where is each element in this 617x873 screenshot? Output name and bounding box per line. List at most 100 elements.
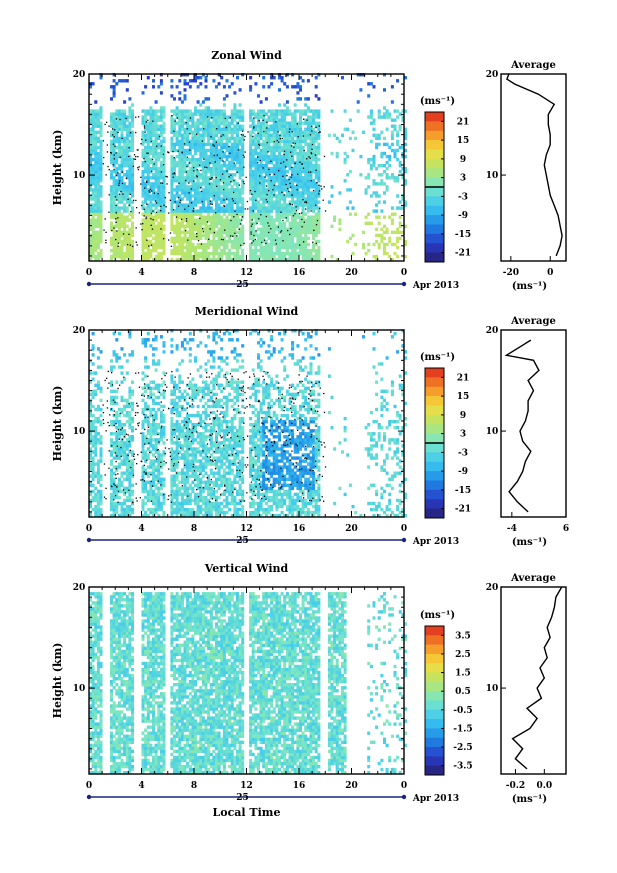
heatmap-cell xyxy=(154,130,158,134)
heatmap-cell xyxy=(123,233,127,238)
heatmap-cell xyxy=(125,504,129,509)
contour-dot xyxy=(223,188,225,191)
heatmap-cell xyxy=(152,188,155,192)
heatmap-cell xyxy=(146,471,150,475)
heatmap-cell xyxy=(141,200,145,204)
heatmap-cell xyxy=(175,224,179,228)
heatmap-cell xyxy=(264,227,268,231)
heatmap-cell xyxy=(259,124,263,128)
heatmap-cell xyxy=(120,365,124,369)
contour-dot xyxy=(117,217,119,219)
heatmap-cell xyxy=(196,118,200,122)
heatmap-cell xyxy=(175,218,179,222)
contour-dot xyxy=(238,184,241,186)
heatmap-cell xyxy=(112,248,116,253)
heatmap-cell xyxy=(278,121,281,125)
heatmap-cell xyxy=(191,218,195,222)
heatmap-cell xyxy=(152,173,155,177)
heatmap-cell xyxy=(346,239,350,244)
heatmap-cell xyxy=(152,167,155,171)
heatmap-cell xyxy=(188,185,192,189)
heatmap-cell xyxy=(270,206,274,210)
heatmap-cell xyxy=(369,121,373,125)
contour-dot xyxy=(111,229,113,232)
heatmap-cell xyxy=(372,242,376,247)
heatmap-cell xyxy=(390,100,394,104)
heatmap-cell xyxy=(162,206,166,210)
contour-dot xyxy=(241,130,244,132)
heatmap-cell xyxy=(285,157,289,162)
heatmap-cell xyxy=(207,154,211,159)
heatmap-cell xyxy=(207,176,211,180)
heatmap-cell xyxy=(144,468,148,472)
heatmap-cell xyxy=(259,115,263,119)
contour-dot xyxy=(304,201,306,203)
heatmap-cell xyxy=(110,359,113,363)
heatmap-cell xyxy=(280,227,284,231)
heatmap-cell xyxy=(251,164,255,168)
heatmap-cell xyxy=(249,245,253,250)
heatmap-cell xyxy=(99,510,103,515)
heatmap-cell xyxy=(222,209,226,213)
heatmap-cell xyxy=(120,248,124,253)
contour-dot xyxy=(146,152,148,154)
heatmap-cell xyxy=(180,212,184,216)
heatmap-cell xyxy=(275,227,279,231)
heatmap-cell xyxy=(285,170,289,174)
heatmap-cell xyxy=(183,224,187,228)
heatmap-cell xyxy=(390,133,394,137)
heatmap-cell xyxy=(157,242,161,247)
heatmap-cell xyxy=(222,142,226,147)
heatmap-cell xyxy=(131,353,134,357)
heatmap-cell xyxy=(209,160,213,165)
heatmap-cell xyxy=(149,450,153,454)
heatmap-cell xyxy=(125,420,129,424)
heatmap-cell xyxy=(183,109,187,113)
heatmap-cell xyxy=(94,145,98,150)
heatmap-cell xyxy=(115,254,119,259)
heatmap-cell xyxy=(217,130,221,134)
colorbar-segment xyxy=(425,121,444,132)
heatmap-cell xyxy=(291,85,295,89)
heatmap-cell xyxy=(306,251,310,256)
contour-dot xyxy=(203,158,205,160)
heatmap-cell xyxy=(207,215,211,219)
heatmap-cell xyxy=(154,233,158,238)
heatmap-cell xyxy=(306,142,310,147)
heatmap-cell xyxy=(209,221,213,225)
heatmap-cell xyxy=(291,145,295,150)
heatmap-cell xyxy=(275,170,279,174)
heatmap-cell xyxy=(309,124,313,128)
heatmap-cell xyxy=(201,121,205,125)
heatmap-cell xyxy=(120,242,124,247)
heatmap-cell xyxy=(238,233,242,238)
heatmap-cell xyxy=(117,365,121,369)
heatmap-cell xyxy=(230,194,234,198)
heatmap-cell xyxy=(91,194,95,198)
heatmap-cell xyxy=(254,170,258,174)
heatmap-cell xyxy=(96,420,100,424)
heatmap-cell xyxy=(128,477,132,481)
heatmap-cell xyxy=(115,251,119,256)
heatmap-cell xyxy=(125,230,129,235)
heatmap-cell xyxy=(115,224,119,228)
heatmap-cell xyxy=(254,242,258,247)
heatmap-cell xyxy=(306,254,310,259)
heatmap-cell xyxy=(186,179,190,183)
heatmap-cell xyxy=(388,164,392,168)
heatmap-cell xyxy=(390,142,394,147)
heatmap-cell xyxy=(301,242,305,247)
heatmap-cell xyxy=(207,218,211,222)
heatmap-cell xyxy=(380,164,384,168)
heatmap-cell xyxy=(251,224,255,228)
heatmap-cell xyxy=(131,182,134,186)
heatmap-cell xyxy=(272,133,276,137)
heatmap-cell xyxy=(89,392,92,397)
heatmap-cell xyxy=(230,112,234,116)
heatmap-cell xyxy=(251,203,255,207)
heatmap-cell xyxy=(89,492,92,497)
heatmap-cell xyxy=(194,221,197,225)
heatmap-cell xyxy=(194,167,197,171)
heatmap-cell xyxy=(91,164,95,168)
contour-dot xyxy=(258,143,260,145)
